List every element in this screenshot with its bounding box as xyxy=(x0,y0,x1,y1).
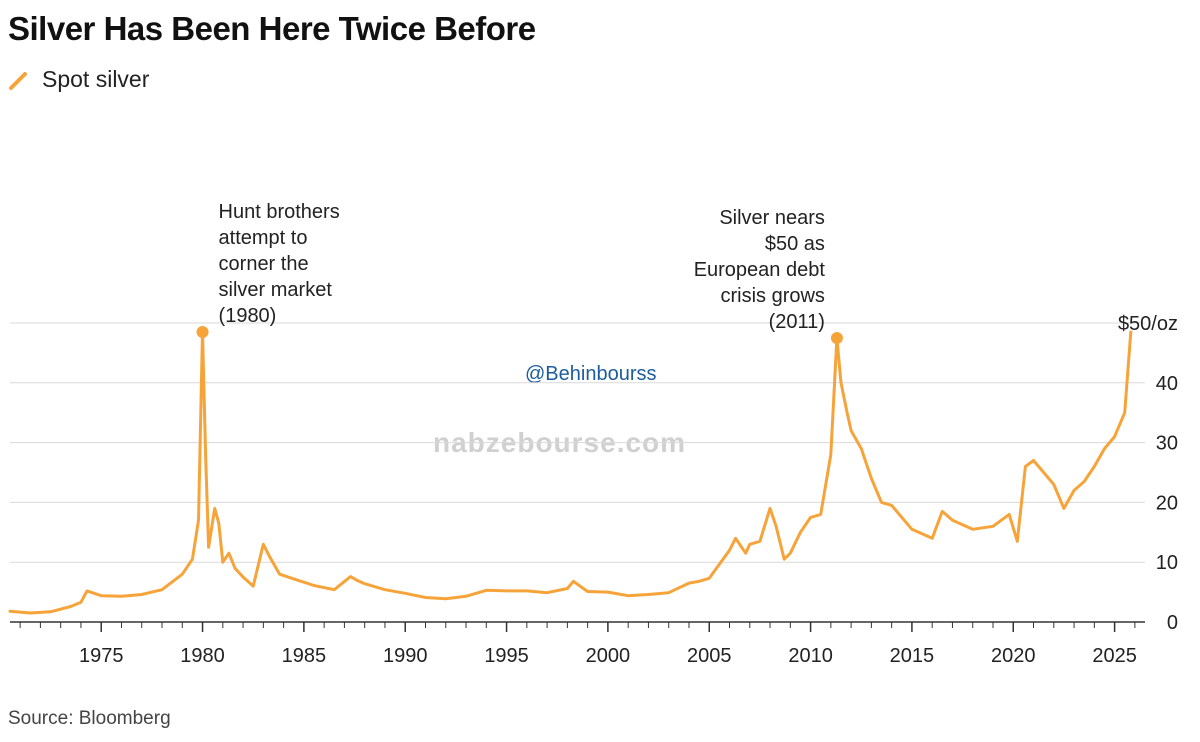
annotation-text: attempt to xyxy=(219,227,308,249)
x-tick-label: 2020 xyxy=(991,645,1036,667)
grid-lines xyxy=(10,322,1145,563)
x-tick-label: 2010 xyxy=(788,645,833,667)
y-tick-label: 30 xyxy=(1156,433,1178,455)
x-axis: 1975 1980 1985 1990 1995 2000 2005 2010 2015 2020… xyxy=(10,621,1145,667)
x-tick-label: 1985 xyxy=(282,645,327,667)
annotation-text: corner the xyxy=(219,253,309,275)
x-tick-label: 1975 xyxy=(79,645,124,667)
annotations: Hunt brothers attempt to corner the silver … xyxy=(196,201,843,344)
legend: Spot silver xyxy=(8,66,149,93)
source-note: Source: Bloomberg xyxy=(8,708,171,729)
x-tick-label: 1990 xyxy=(383,645,428,667)
chart-title: Silver Has Been Here Twice Before xyxy=(8,10,536,47)
x-tick-label: 1995 xyxy=(484,645,529,667)
annotation-text: (2011) xyxy=(769,311,825,333)
watermark-handle: @Behinbourss xyxy=(525,363,656,385)
annotation-text: silver market xyxy=(219,279,333,301)
annotation-text: $50 as xyxy=(765,233,825,255)
legend-label: Spot silver xyxy=(42,66,150,92)
y-axis: 0 10 20 30 40 $50/oz xyxy=(1118,313,1178,634)
x-tick-label: 1980 xyxy=(180,645,225,667)
y-tick-label: 10 xyxy=(1156,552,1178,574)
annotation-text: (1980) xyxy=(219,305,277,327)
x-tick-label: 2015 xyxy=(890,645,935,667)
legend-line-icon xyxy=(9,71,27,90)
x-tick-label: 2005 xyxy=(687,645,732,667)
series-layer xyxy=(8,330,1133,615)
annotation-text: Hunt brothers xyxy=(219,201,340,223)
annotation-text: European debt xyxy=(694,259,826,281)
x-tick-label: 2000 xyxy=(586,645,631,667)
y-tick-label: $50/oz xyxy=(1118,313,1178,335)
y-tick-label: 20 xyxy=(1156,492,1178,514)
annotation-text: crisis grows xyxy=(720,285,824,307)
y-tick-label: 40 xyxy=(1156,373,1178,395)
annotation-marker xyxy=(830,331,843,344)
series-line xyxy=(8,330,1133,615)
annotation-text: Silver nears xyxy=(719,207,825,229)
y-tick-label: 0 xyxy=(1167,612,1178,634)
annotation-marker xyxy=(196,325,209,338)
x-tick-label: 2025 xyxy=(1092,645,1137,667)
